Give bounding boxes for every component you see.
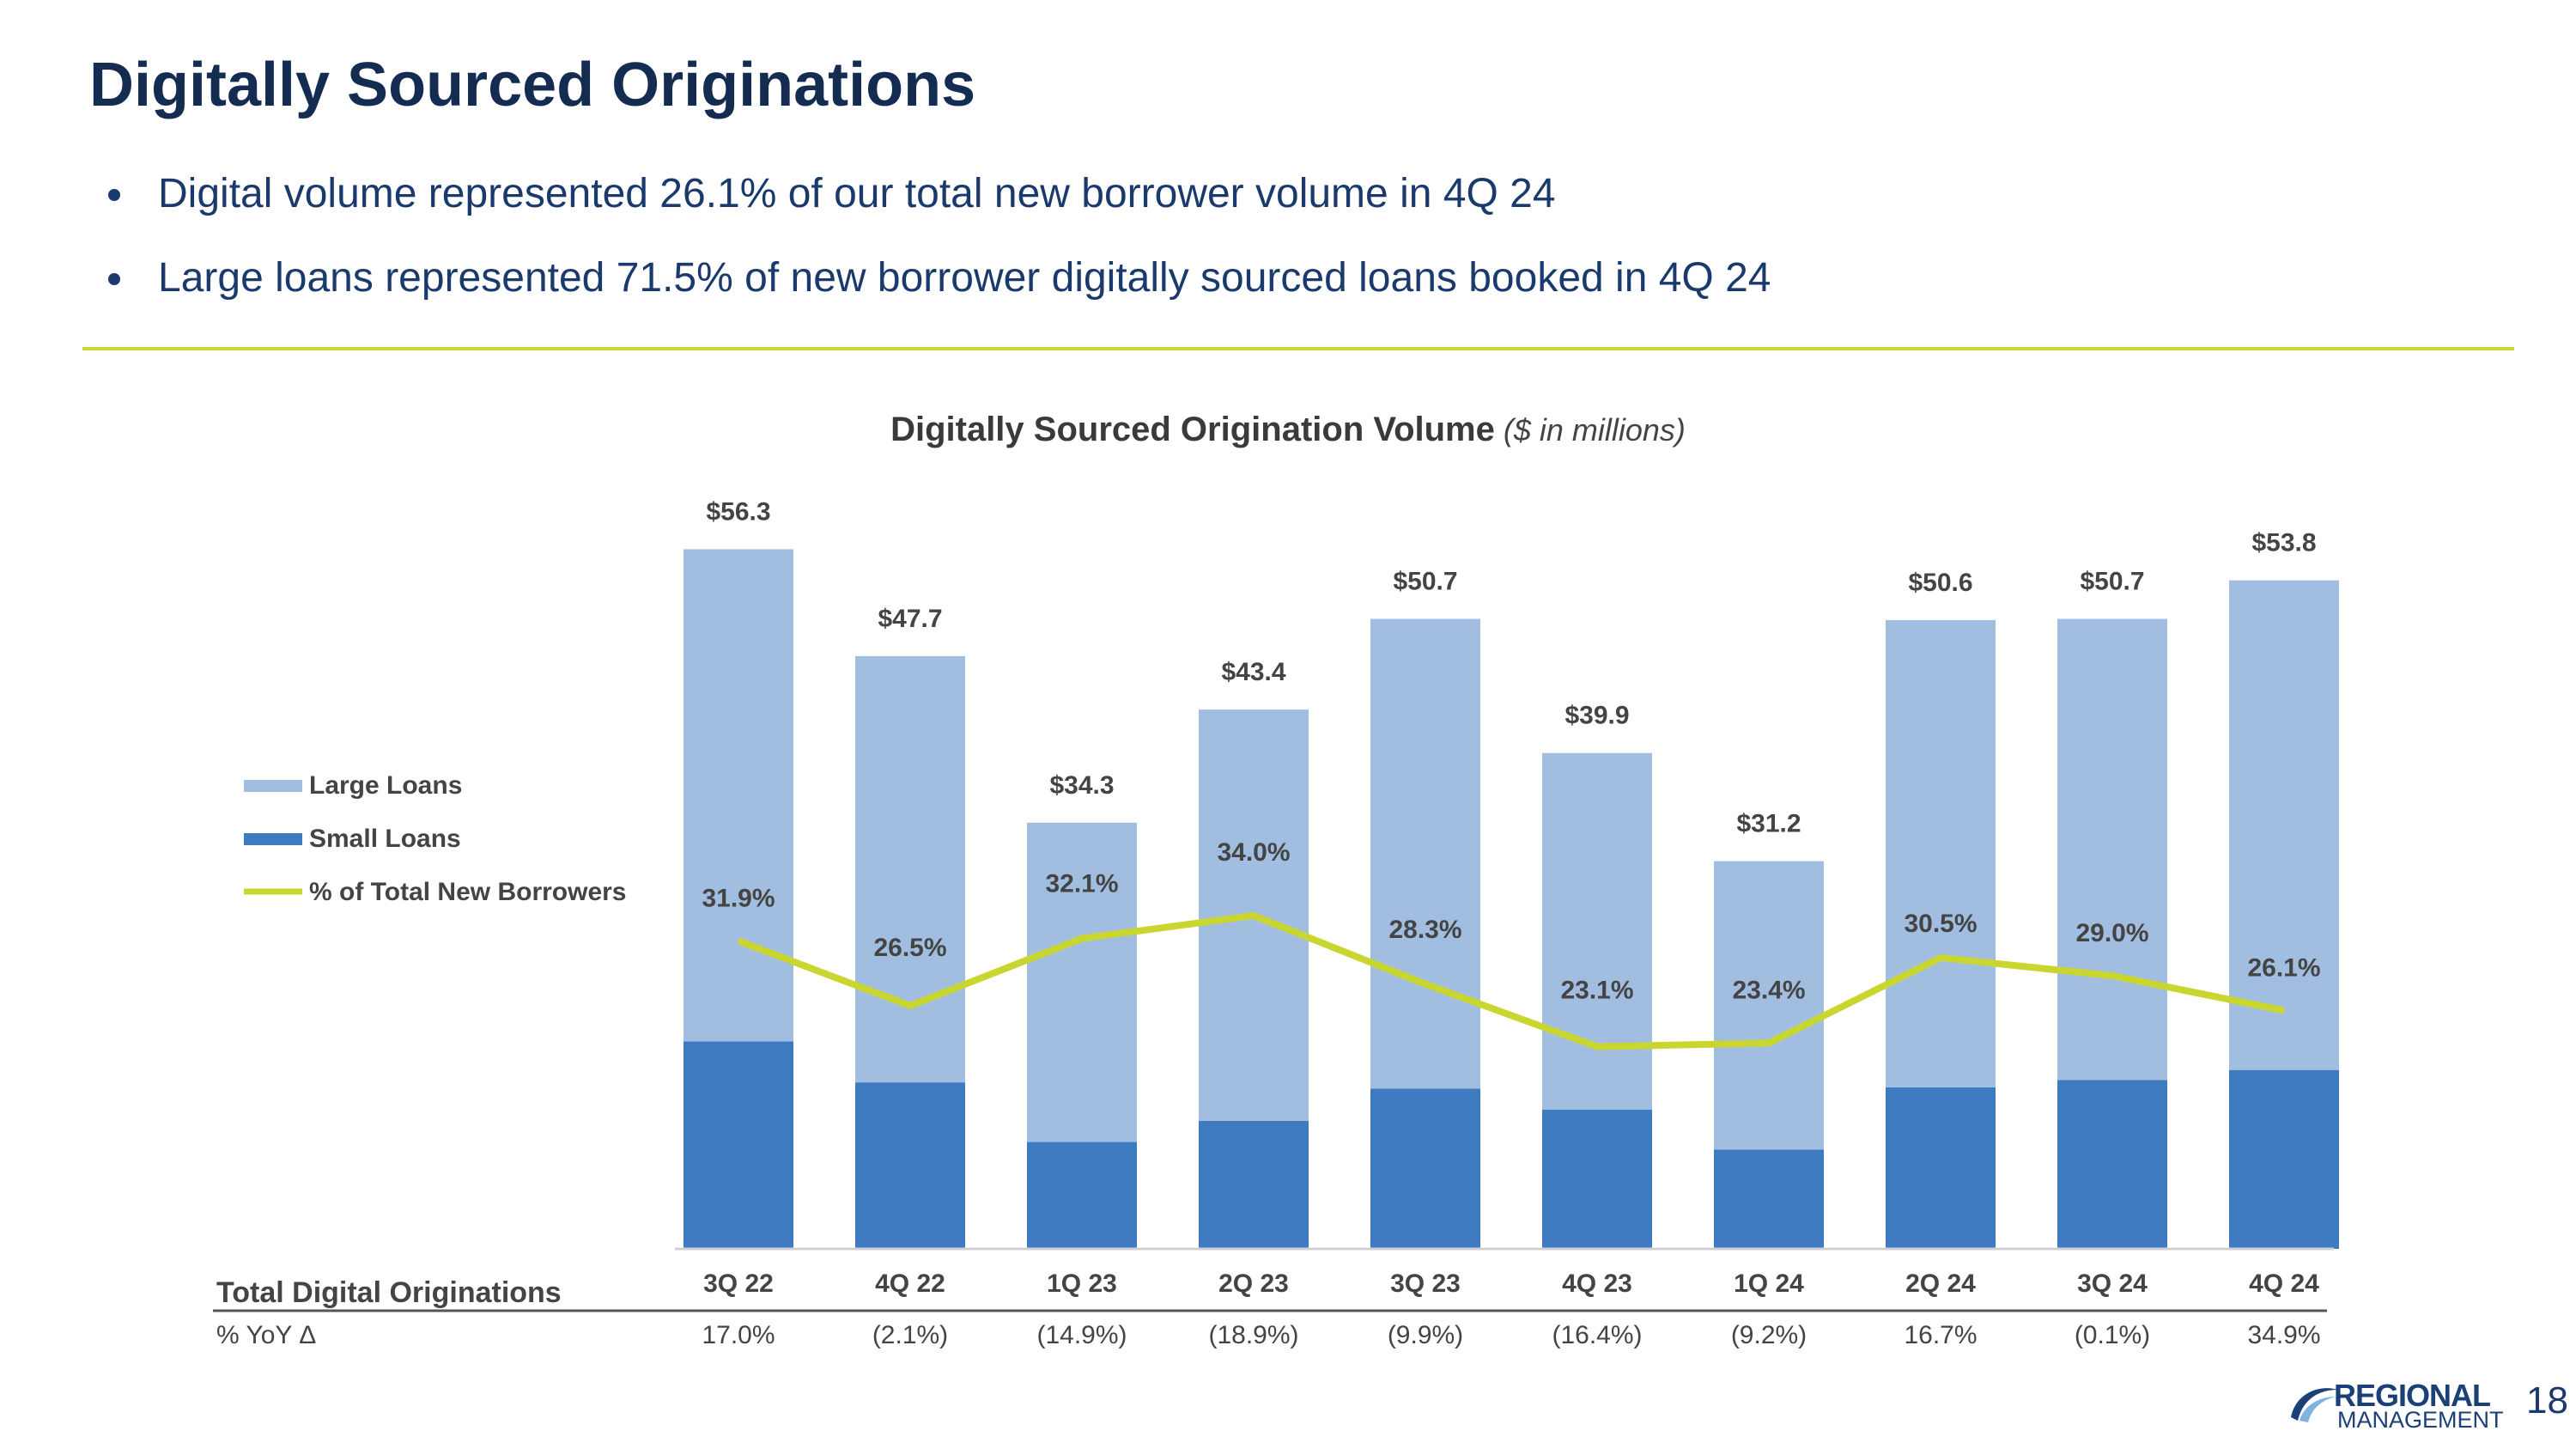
- bullet-text: Large loans represented 71.5% of new bor…: [158, 255, 1771, 301]
- bar-total-label: $50.7: [1393, 567, 1457, 595]
- x-tick-label: 3Q 23: [1390, 1269, 1461, 1298]
- line-data-label: 23.1%: [1560, 977, 1633, 1005]
- bar-large-loans: [1370, 618, 1480, 1089]
- x-tick-label: 4Q 23: [1562, 1269, 1632, 1298]
- yoy-value: (2.1%): [872, 1321, 948, 1349]
- bar-large-loans: [1542, 752, 1652, 1110]
- x-tick-label: 2Q 23: [1218, 1269, 1289, 1298]
- bar-large-loans: [2229, 580, 2339, 1070]
- page-title: Digitally Sourced Originations: [89, 51, 976, 119]
- yoy-value: (0.1%): [2075, 1321, 2150, 1349]
- bar-total-label: $31.2: [1736, 810, 1801, 838]
- yoy-value: (14.9%): [1036, 1321, 1127, 1349]
- summary-bullets: Digital volume represented 26.1% of our …: [108, 170, 1771, 338]
- line-data-label: 34.0%: [1217, 838, 1290, 867]
- yoy-value: (18.9%): [1208, 1321, 1298, 1349]
- chart-title-unit: ($ in millions): [1503, 412, 1686, 447]
- bullet-text: Digital volume represented 26.1% of our …: [158, 171, 1556, 216]
- line-data-label: 28.3%: [1388, 916, 1461, 944]
- bar-total-label: $50.7: [2080, 567, 2144, 595]
- yoy-value: (9.2%): [1731, 1321, 1807, 1349]
- legend-swatch-small-loans: [244, 833, 302, 845]
- bar-total-label: $34.3: [1049, 771, 1114, 800]
- page-number: 18: [2526, 1379, 2568, 1422]
- line-data-label: 26.1%: [2247, 954, 2320, 983]
- logo-swoosh-icon: [2291, 1388, 2337, 1422]
- bar-large-loans: [1714, 861, 1824, 1150]
- line-data-label: 31.9%: [702, 884, 775, 912]
- x-tick-label: 1Q 24: [1734, 1269, 1804, 1298]
- bullet-item: Digital volume represented 26.1% of our …: [108, 170, 1771, 218]
- bullet-dot-icon: [108, 189, 120, 201]
- yoy-value: (16.4%): [1552, 1321, 1642, 1349]
- bar-large-loans: [1886, 619, 1996, 1087]
- legend-label-line: % of Total New Borrowers: [309, 878, 627, 906]
- bar-small-loans: [1542, 1109, 1652, 1249]
- bar-small-loans: [1199, 1120, 1309, 1249]
- bar-small-loans: [855, 1082, 965, 1249]
- logo-text-bottom: MANAGEMENT: [2337, 1407, 2504, 1433]
- x-tick-label: 3Q 22: [703, 1269, 774, 1298]
- bar-total-label: $50.6: [1908, 569, 1972, 597]
- line-data-label: 32.1%: [1045, 870, 1118, 898]
- bar-total-label: $56.3: [706, 497, 770, 526]
- bar-total-label: $43.4: [1221, 658, 1285, 686]
- bar-total-label: $53.8: [2251, 529, 2316, 557]
- yoy-value: 17.0%: [702, 1321, 775, 1349]
- legend-label-small-loans: Small Loans: [309, 825, 461, 853]
- bar-small-loans: [683, 1041, 793, 1249]
- yoy-value: (9.9%): [1388, 1321, 1463, 1349]
- x-tick-label: 3Q 24: [2077, 1269, 2148, 1298]
- yoy-value: 34.9%: [2247, 1321, 2320, 1349]
- bullet-dot-icon: [108, 273, 120, 285]
- bar-small-loans: [1370, 1088, 1480, 1249]
- x-tick-label: 1Q 23: [1047, 1269, 1117, 1298]
- bar-small-loans: [2057, 1080, 2167, 1249]
- bar-large-loans: [855, 655, 965, 1083]
- legend-swatch-large-loans: [244, 780, 302, 792]
- line-data-label: 23.4%: [1732, 976, 1805, 1004]
- yoy-row-label: % YoY Δ: [216, 1321, 316, 1349]
- line-data-label: 30.5%: [1904, 910, 1977, 938]
- bar-large-loans: [2057, 618, 2167, 1081]
- x-tick-label: 4Q 24: [2249, 1269, 2319, 1298]
- bar-large-loans: [683, 549, 793, 1042]
- bullet-item: Large loans represented 71.5% of new bor…: [108, 254, 1771, 302]
- yoy-value: 16.7%: [1904, 1321, 1977, 1349]
- line-data-label: 29.0%: [2075, 919, 2148, 947]
- x-tick-label: 4Q 22: [875, 1269, 945, 1298]
- bar-small-loans: [1027, 1142, 1137, 1249]
- bar-total-label: $39.9: [1564, 702, 1629, 730]
- bar-small-loans: [1886, 1087, 1996, 1249]
- chart-title-main: Digitally Sourced Origination Volume: [890, 411, 1495, 448]
- table-row-label: Total Digital Originations: [216, 1276, 562, 1309]
- section-divider: [82, 347, 2514, 350]
- bar-large-loans: [1027, 822, 1137, 1142]
- bar-small-loans: [2229, 1069, 2339, 1249]
- bar-total-label: $47.7: [878, 605, 942, 633]
- legend-label-large-loans: Large Loans: [309, 771, 462, 800]
- logo-text-top: REGIONAL: [2334, 1378, 2491, 1413]
- line-pct-new-borrowers: [737, 912, 2285, 1050]
- line-data-label: 26.5%: [873, 934, 946, 962]
- company-logo: REGIONAL MANAGEMENT: [2287, 1378, 2519, 1433]
- chart-title: Digitally Sourced Origination Volume ($ i…: [0, 411, 2576, 449]
- x-tick-label: 2Q 24: [1905, 1269, 1976, 1298]
- bar-small-loans: [1714, 1149, 1824, 1249]
